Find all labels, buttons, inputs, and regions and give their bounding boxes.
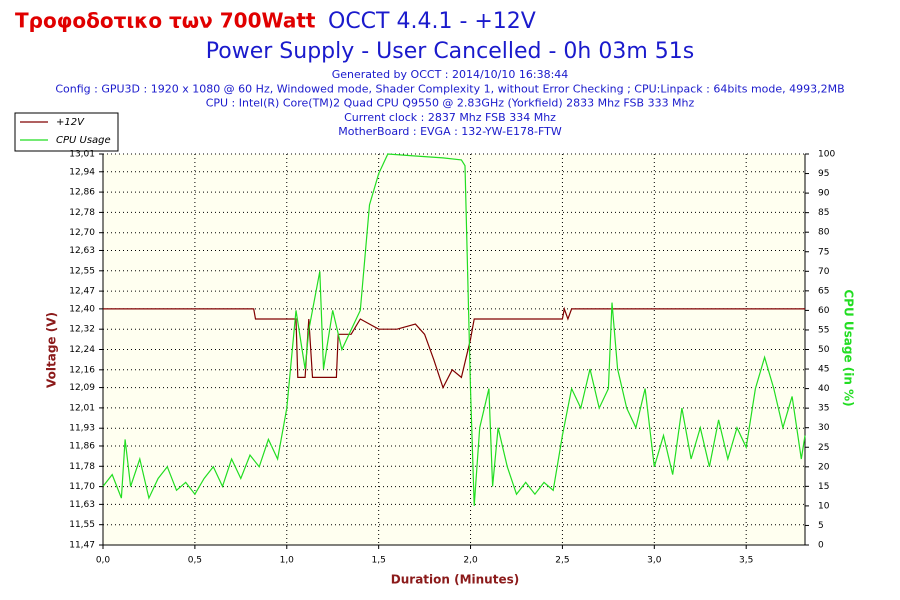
y2-tick-label: 5: [818, 521, 824, 531]
y-tick-label: 12,32: [69, 325, 95, 335]
data-line: [103, 306, 805, 390]
chart-title: OCCT 4.4.1 - +12V: [328, 9, 536, 34]
y2-tick-label: 85: [818, 208, 829, 218]
y-tick-label: 12,01: [69, 403, 95, 413]
y-tick-label: 12,24: [69, 345, 95, 355]
y2-tick-label: 15: [818, 482, 829, 492]
y-tick-label: 12,78: [69, 208, 95, 218]
y-axis-title: Voltage (V): [45, 312, 59, 388]
y2-tick-label: 80: [818, 228, 830, 238]
y-tick-label: 12,09: [69, 383, 95, 393]
chart-subtitle: Power Supply - User Cancelled - 0h 03m 5…: [206, 39, 694, 64]
y2-tick-label: 90: [818, 189, 830, 199]
y-tick-label: 11,63: [69, 500, 95, 510]
y2-tick-label: 25: [818, 443, 829, 453]
y2-tick-label: 55: [818, 325, 829, 335]
info-line: Generated by OCCT : 2014/10/10 16:38:44: [332, 68, 569, 81]
legend-box: [14, 112, 119, 152]
y-tick-label: 12,63: [69, 246, 95, 256]
y-tick-label: 12,16: [69, 365, 95, 375]
legend-label: +12V: [56, 117, 85, 128]
y2-tick-label: 40: [818, 384, 830, 394]
y2-axis-title: CPU Usage (in %): [842, 289, 856, 406]
y2-tick-label: 50: [818, 345, 830, 355]
y-tick-label: 11,93: [69, 424, 95, 434]
annotation: Τροφοδοτικο των 700Watt: [15, 9, 316, 33]
legend-label: CPU Usage: [56, 135, 111, 146]
y-tick-label: 12,40: [69, 304, 95, 314]
y2-tick-label: 70: [818, 267, 830, 277]
y-tick-label: 11,78: [69, 462, 95, 472]
x-tick-label: 0,0: [96, 556, 111, 566]
info-line: MotherBoard : EVGA : 132-YW-E178-FTW: [338, 125, 562, 138]
x-tick-label: 1,5: [371, 556, 385, 566]
data-line: [102, 153, 806, 506]
x-tick-label: 2,5: [555, 556, 569, 566]
y2-tick-label: 20: [818, 462, 830, 472]
y2-tick-label: 10: [818, 501, 830, 511]
y2-tick-label: 60: [818, 306, 830, 316]
y2-tick-label: 65: [818, 286, 829, 296]
y2-tick-label: 35: [818, 404, 829, 414]
y-tick-label: 11,55: [69, 520, 95, 530]
y-tick-label: 13,01: [69, 150, 95, 160]
y-tick-label: 12,94: [69, 167, 95, 177]
y-tick-label: 11,86: [69, 441, 95, 451]
y-tick-label: 11,70: [69, 482, 95, 492]
y-tick-label: 12,86: [69, 188, 95, 198]
x-tick-label: 3,0: [647, 556, 662, 566]
y-tick-label: 12,55: [69, 266, 95, 276]
info-line: Config : GPU3D : 1920 x 1080 @ 60 Hz, Wi…: [55, 82, 844, 95]
y2-tick-label: 45: [818, 365, 829, 375]
x-tick-label: 0,5: [188, 556, 202, 566]
x-tick-label: 3,5: [739, 556, 753, 566]
y-tick-label: 12,47: [69, 287, 95, 297]
y-tick-label: 11,47: [69, 541, 95, 551]
y2-tick-label: 30: [818, 423, 830, 433]
y2-tick-label: 75: [818, 247, 829, 257]
y2-tick-label: 95: [818, 169, 829, 179]
info-line: Current clock : 2837 Mhz FSB 334 Mhz: [344, 111, 556, 124]
y2-tick-label: 100: [818, 150, 835, 160]
y-tick-label: 12,70: [69, 228, 95, 238]
x-axis-title: Duration (Minutes): [391, 573, 519, 587]
info-line: CPU : Intel(R) Core(TM)2 Quad CPU Q9550 …: [206, 97, 695, 110]
x-tick-label: 2,0: [463, 556, 478, 566]
x-tick-label: 1,0: [280, 556, 295, 566]
y2-tick-label: 0: [818, 541, 824, 551]
